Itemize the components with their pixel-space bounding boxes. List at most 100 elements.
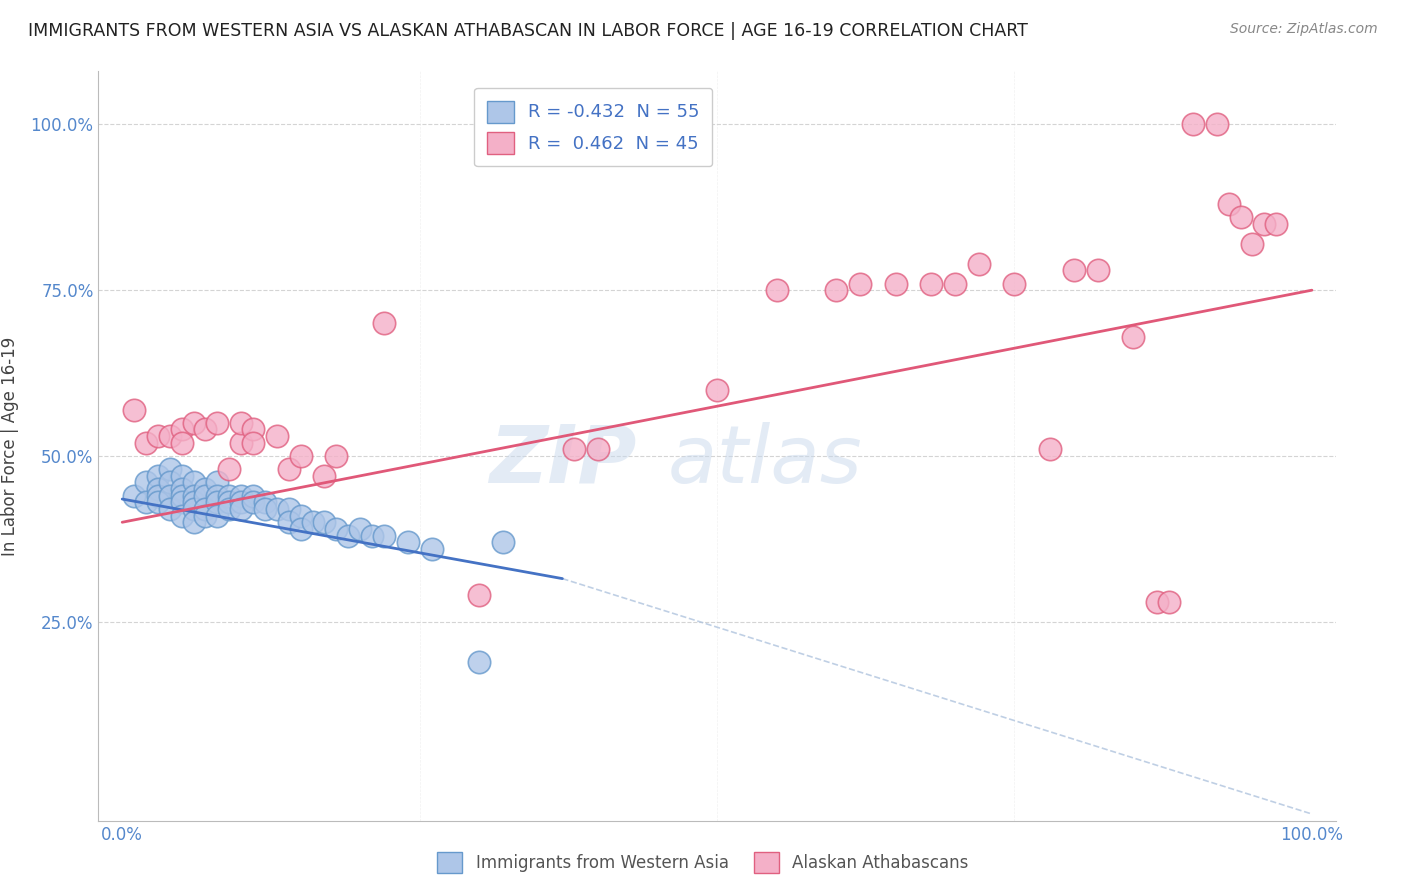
Point bbox=[218, 502, 240, 516]
Point bbox=[1205, 117, 1227, 131]
Point bbox=[290, 449, 312, 463]
Legend: R = -0.432  N = 55, R =  0.462  N = 45: R = -0.432 N = 55, R = 0.462 N = 45 bbox=[474, 88, 713, 166]
Point bbox=[183, 515, 205, 529]
Point bbox=[884, 277, 907, 291]
Point bbox=[170, 495, 193, 509]
Point bbox=[706, 383, 728, 397]
Point bbox=[170, 489, 193, 503]
Point bbox=[146, 495, 169, 509]
Point bbox=[337, 528, 360, 542]
Text: atlas: atlas bbox=[668, 422, 862, 500]
Point bbox=[231, 416, 253, 430]
Point bbox=[290, 508, 312, 523]
Point bbox=[170, 482, 193, 496]
Point bbox=[231, 489, 253, 503]
Point bbox=[1241, 236, 1264, 251]
Point bbox=[1218, 197, 1240, 211]
Point bbox=[207, 508, 229, 523]
Point bbox=[135, 495, 157, 509]
Point bbox=[231, 495, 253, 509]
Point bbox=[231, 435, 253, 450]
Point bbox=[277, 515, 299, 529]
Point bbox=[468, 588, 491, 602]
Point bbox=[170, 435, 193, 450]
Point bbox=[135, 435, 157, 450]
Point bbox=[277, 462, 299, 476]
Point bbox=[242, 435, 264, 450]
Point bbox=[194, 502, 217, 516]
Point bbox=[1122, 329, 1144, 343]
Point bbox=[170, 422, 193, 436]
Point bbox=[1039, 442, 1062, 457]
Point bbox=[207, 495, 229, 509]
Point bbox=[183, 502, 205, 516]
Point bbox=[349, 522, 371, 536]
Point bbox=[135, 475, 157, 490]
Point bbox=[183, 475, 205, 490]
Point bbox=[253, 502, 276, 516]
Point bbox=[183, 489, 205, 503]
Point bbox=[207, 475, 229, 490]
Point bbox=[1159, 595, 1181, 609]
Point bbox=[967, 257, 990, 271]
Point bbox=[361, 528, 384, 542]
Point bbox=[207, 489, 229, 503]
Point bbox=[325, 449, 347, 463]
Point bbox=[146, 429, 169, 443]
Point bbox=[1229, 211, 1251, 225]
Point bbox=[586, 442, 609, 457]
Point bbox=[194, 422, 217, 436]
Point bbox=[194, 508, 217, 523]
Y-axis label: In Labor Force | Age 16-19: In Labor Force | Age 16-19 bbox=[1, 336, 20, 556]
Point bbox=[943, 277, 966, 291]
Point bbox=[207, 416, 229, 430]
Point bbox=[146, 489, 169, 503]
Point bbox=[277, 502, 299, 516]
Point bbox=[420, 541, 443, 556]
Point bbox=[242, 489, 264, 503]
Legend: Immigrants from Western Asia, Alaskan Athabascans: Immigrants from Western Asia, Alaskan At… bbox=[430, 846, 976, 880]
Point bbox=[242, 495, 264, 509]
Point bbox=[765, 283, 787, 297]
Point bbox=[170, 508, 193, 523]
Point bbox=[1063, 263, 1085, 277]
Point bbox=[468, 655, 491, 669]
Point bbox=[146, 482, 169, 496]
Point bbox=[825, 283, 848, 297]
Text: ZIP: ZIP bbox=[489, 422, 637, 500]
Point bbox=[122, 489, 145, 503]
Point bbox=[231, 502, 253, 516]
Point bbox=[122, 402, 145, 417]
Point bbox=[492, 535, 515, 549]
Point bbox=[373, 528, 395, 542]
Point bbox=[159, 475, 181, 490]
Point bbox=[146, 468, 169, 483]
Point bbox=[159, 502, 181, 516]
Point bbox=[170, 468, 193, 483]
Point bbox=[242, 422, 264, 436]
Point bbox=[1087, 263, 1109, 277]
Point bbox=[183, 416, 205, 430]
Point bbox=[301, 515, 323, 529]
Point bbox=[194, 482, 217, 496]
Text: Source: ZipAtlas.com: Source: ZipAtlas.com bbox=[1230, 22, 1378, 37]
Point bbox=[159, 462, 181, 476]
Point bbox=[183, 495, 205, 509]
Point bbox=[266, 429, 288, 443]
Point bbox=[849, 277, 872, 291]
Point bbox=[325, 522, 347, 536]
Point bbox=[1181, 117, 1204, 131]
Point bbox=[1265, 217, 1288, 231]
Point bbox=[159, 489, 181, 503]
Point bbox=[218, 495, 240, 509]
Point bbox=[290, 522, 312, 536]
Point bbox=[1004, 277, 1026, 291]
Point bbox=[920, 277, 942, 291]
Point bbox=[159, 429, 181, 443]
Point bbox=[266, 502, 288, 516]
Point bbox=[1253, 217, 1275, 231]
Text: IMMIGRANTS FROM WESTERN ASIA VS ALASKAN ATHABASCAN IN LABOR FORCE | AGE 16-19 CO: IMMIGRANTS FROM WESTERN ASIA VS ALASKAN … bbox=[28, 22, 1028, 40]
Point bbox=[562, 442, 585, 457]
Point bbox=[373, 316, 395, 330]
Point bbox=[1146, 595, 1168, 609]
